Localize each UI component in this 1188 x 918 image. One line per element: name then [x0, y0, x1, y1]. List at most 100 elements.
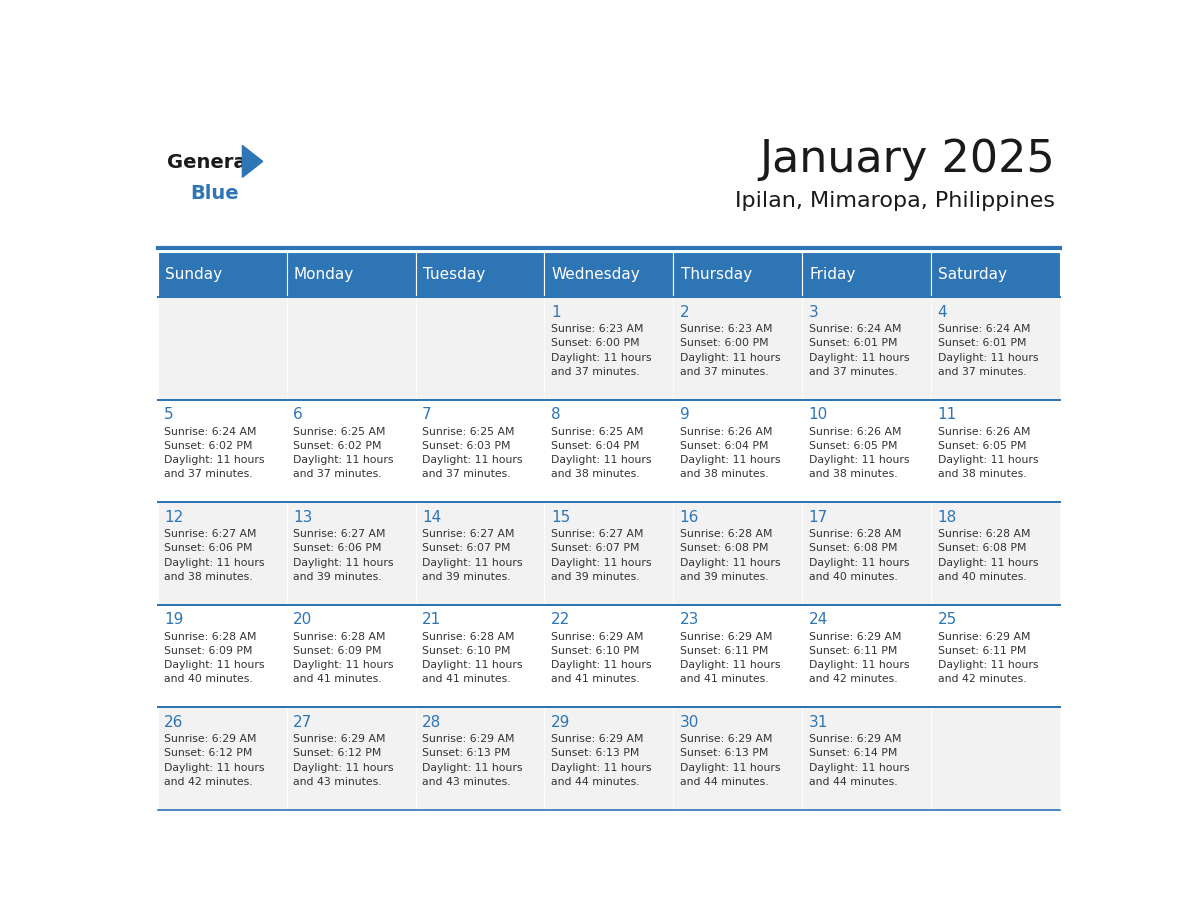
- Text: Sunrise: 6:27 AM: Sunrise: 6:27 AM: [551, 530, 644, 540]
- Bar: [802, 252, 931, 297]
- Text: Daylight: 11 hours: Daylight: 11 hours: [551, 763, 651, 773]
- Text: and 41 minutes.: and 41 minutes.: [551, 674, 639, 684]
- Text: Sunrise: 6:26 AM: Sunrise: 6:26 AM: [680, 427, 772, 437]
- Text: Sunset: 6:00 PM: Sunset: 6:00 PM: [551, 339, 639, 349]
- Text: Friday: Friday: [809, 267, 855, 282]
- Bar: [544, 297, 674, 400]
- Text: Daylight: 11 hours: Daylight: 11 hours: [551, 660, 651, 670]
- Bar: [416, 252, 544, 297]
- Text: Daylight: 11 hours: Daylight: 11 hours: [293, 763, 393, 773]
- Bar: [544, 502, 674, 605]
- Bar: [931, 605, 1060, 708]
- Text: Sunset: 6:06 PM: Sunset: 6:06 PM: [164, 543, 253, 554]
- Text: Sunset: 6:05 PM: Sunset: 6:05 PM: [937, 441, 1026, 451]
- Text: Sunset: 6:05 PM: Sunset: 6:05 PM: [809, 441, 897, 451]
- Text: Sunrise: 6:24 AM: Sunrise: 6:24 AM: [164, 427, 257, 437]
- Text: Daylight: 11 hours: Daylight: 11 hours: [809, 353, 909, 363]
- Text: Daylight: 11 hours: Daylight: 11 hours: [809, 763, 909, 773]
- Bar: [286, 605, 416, 708]
- Text: Sunset: 6:08 PM: Sunset: 6:08 PM: [937, 543, 1026, 554]
- Text: 30: 30: [680, 714, 699, 730]
- Text: Sunset: 6:10 PM: Sunset: 6:10 PM: [551, 646, 639, 656]
- Text: and 44 minutes.: and 44 minutes.: [680, 777, 769, 787]
- Text: Sunset: 6:11 PM: Sunset: 6:11 PM: [809, 646, 897, 656]
- Text: Sunset: 6:00 PM: Sunset: 6:00 PM: [680, 339, 769, 349]
- Text: Sunset: 6:08 PM: Sunset: 6:08 PM: [680, 543, 769, 554]
- Text: 8: 8: [551, 407, 561, 422]
- Text: 22: 22: [551, 612, 570, 627]
- Text: Daylight: 11 hours: Daylight: 11 hours: [680, 557, 781, 567]
- Text: Sunrise: 6:28 AM: Sunrise: 6:28 AM: [809, 530, 902, 540]
- Text: and 37 minutes.: and 37 minutes.: [809, 367, 897, 376]
- Text: 12: 12: [164, 509, 183, 524]
- Text: 19: 19: [164, 612, 183, 627]
- Bar: [931, 502, 1060, 605]
- Text: and 37 minutes.: and 37 minutes.: [680, 367, 769, 376]
- Text: Sunset: 6:11 PM: Sunset: 6:11 PM: [937, 646, 1026, 656]
- Bar: [158, 708, 286, 810]
- Text: Sunset: 6:04 PM: Sunset: 6:04 PM: [680, 441, 769, 451]
- Text: Sunrise: 6:26 AM: Sunrise: 6:26 AM: [937, 427, 1030, 437]
- Text: 29: 29: [551, 714, 570, 730]
- Text: Daylight: 11 hours: Daylight: 11 hours: [551, 353, 651, 363]
- Text: 23: 23: [680, 612, 699, 627]
- Text: Sunrise: 6:24 AM: Sunrise: 6:24 AM: [809, 324, 902, 334]
- Bar: [674, 708, 802, 810]
- Bar: [802, 605, 931, 708]
- Text: Sunrise: 6:28 AM: Sunrise: 6:28 AM: [937, 530, 1030, 540]
- Text: Sunrise: 6:24 AM: Sunrise: 6:24 AM: [937, 324, 1030, 334]
- Text: 4: 4: [937, 305, 947, 319]
- Text: and 39 minutes.: and 39 minutes.: [551, 572, 639, 582]
- Text: Sunrise: 6:29 AM: Sunrise: 6:29 AM: [551, 734, 644, 744]
- Text: Sunset: 6:13 PM: Sunset: 6:13 PM: [422, 748, 511, 758]
- Text: and 38 minutes.: and 38 minutes.: [680, 469, 769, 479]
- Bar: [286, 252, 416, 297]
- Text: Sunrise: 6:27 AM: Sunrise: 6:27 AM: [422, 530, 514, 540]
- Text: Daylight: 11 hours: Daylight: 11 hours: [937, 557, 1038, 567]
- Text: Daylight: 11 hours: Daylight: 11 hours: [680, 763, 781, 773]
- Text: Sunset: 6:03 PM: Sunset: 6:03 PM: [422, 441, 511, 451]
- Text: 6: 6: [293, 407, 303, 422]
- Text: Daylight: 11 hours: Daylight: 11 hours: [422, 660, 523, 670]
- Text: Sunset: 6:04 PM: Sunset: 6:04 PM: [551, 441, 639, 451]
- Text: and 40 minutes.: and 40 minutes.: [937, 572, 1026, 582]
- Text: 28: 28: [422, 714, 441, 730]
- Text: Daylight: 11 hours: Daylight: 11 hours: [422, 557, 523, 567]
- Text: 11: 11: [937, 407, 956, 422]
- Bar: [158, 252, 286, 297]
- Text: Daylight: 11 hours: Daylight: 11 hours: [164, 557, 265, 567]
- Bar: [416, 502, 544, 605]
- Bar: [158, 502, 286, 605]
- Text: Daylight: 11 hours: Daylight: 11 hours: [164, 660, 265, 670]
- Text: Sunset: 6:02 PM: Sunset: 6:02 PM: [293, 441, 381, 451]
- Bar: [802, 502, 931, 605]
- Text: Daylight: 11 hours: Daylight: 11 hours: [937, 353, 1038, 363]
- Text: Sunrise: 6:29 AM: Sunrise: 6:29 AM: [422, 734, 514, 744]
- Text: and 38 minutes.: and 38 minutes.: [937, 469, 1026, 479]
- Text: 3: 3: [809, 305, 819, 319]
- Text: Sunrise: 6:28 AM: Sunrise: 6:28 AM: [293, 632, 386, 642]
- Text: Sunrise: 6:25 AM: Sunrise: 6:25 AM: [551, 427, 644, 437]
- Text: Sunset: 6:13 PM: Sunset: 6:13 PM: [680, 748, 769, 758]
- Text: Daylight: 11 hours: Daylight: 11 hours: [937, 660, 1038, 670]
- Bar: [802, 708, 931, 810]
- Text: Daylight: 11 hours: Daylight: 11 hours: [551, 455, 651, 465]
- Bar: [416, 400, 544, 502]
- Bar: [931, 400, 1060, 502]
- Text: Daylight: 11 hours: Daylight: 11 hours: [293, 455, 393, 465]
- Text: Daylight: 11 hours: Daylight: 11 hours: [293, 557, 393, 567]
- Text: January 2025: January 2025: [759, 139, 1055, 182]
- Bar: [416, 297, 544, 400]
- Text: General: General: [166, 152, 253, 172]
- Text: Sunset: 6:01 PM: Sunset: 6:01 PM: [809, 339, 897, 349]
- Text: Blue: Blue: [190, 185, 239, 204]
- Text: Daylight: 11 hours: Daylight: 11 hours: [937, 455, 1038, 465]
- Text: 14: 14: [422, 509, 441, 524]
- Text: Daylight: 11 hours: Daylight: 11 hours: [809, 660, 909, 670]
- Text: 27: 27: [293, 714, 312, 730]
- Bar: [931, 297, 1060, 400]
- Text: 5: 5: [164, 407, 173, 422]
- Bar: [286, 502, 416, 605]
- Text: 2: 2: [680, 305, 689, 319]
- Bar: [416, 605, 544, 708]
